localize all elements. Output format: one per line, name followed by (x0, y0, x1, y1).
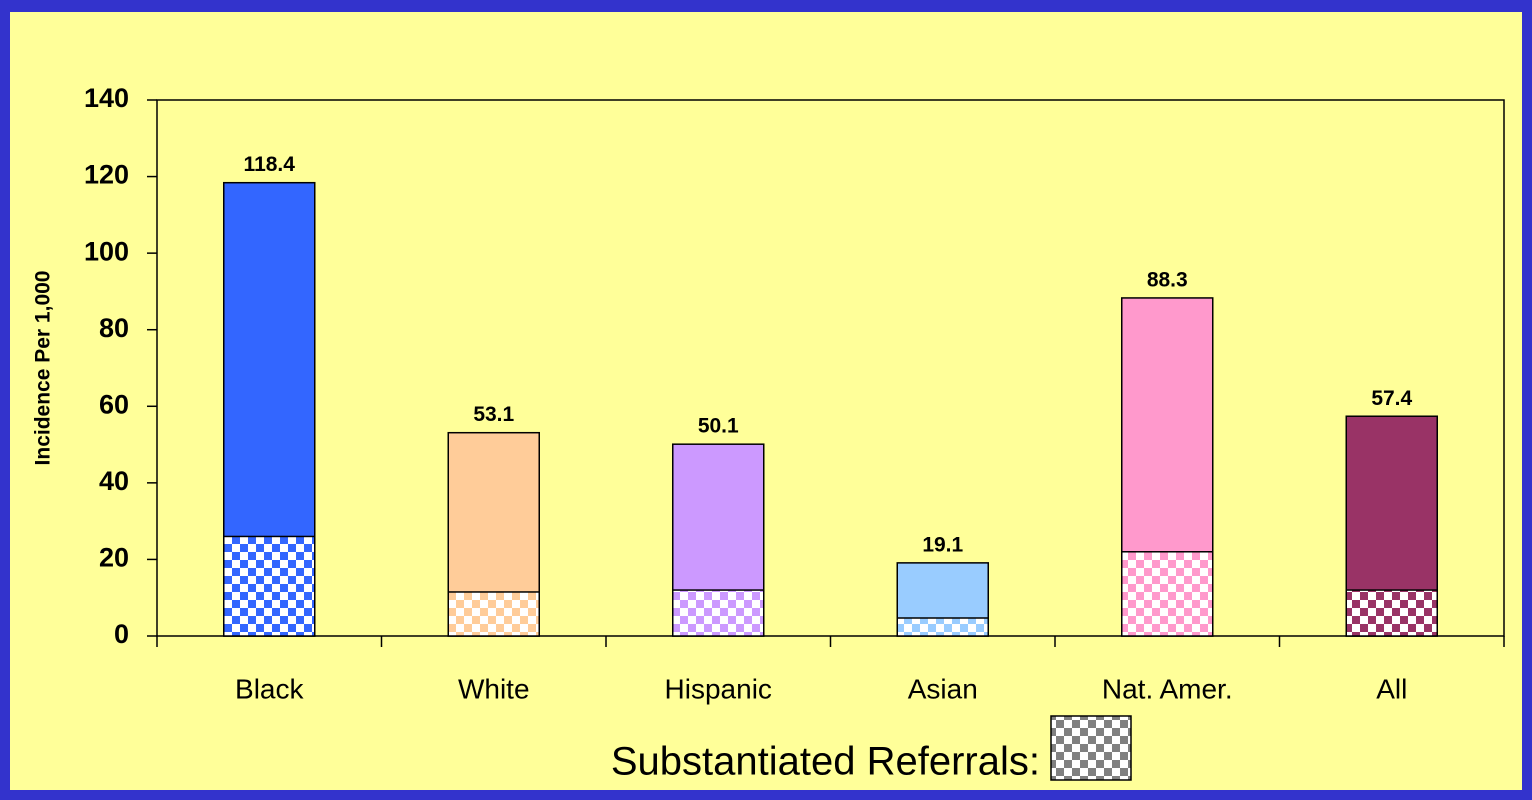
value-label: 118.4 (244, 153, 296, 176)
value-label: 50.1 (698, 415, 739, 438)
value-label: 57.4 (1371, 387, 1412, 410)
x-tick-label: Hispanic (665, 673, 772, 704)
legend-swatch (1050, 715, 1132, 781)
value-label: 88.3 (1147, 268, 1188, 291)
y-tick-label: 60 (99, 389, 129, 419)
x-tick-label: Asian (908, 673, 978, 704)
substantiated-bar (672, 589, 765, 637)
y-tick-label: 0 (114, 619, 129, 649)
substantiated-bar (1345, 589, 1438, 637)
y-axis-label: Incidence Per 1,000 (32, 271, 55, 466)
substantiated-bar (896, 617, 989, 637)
substantiated-bar (447, 591, 540, 637)
y-tick-label: 120 (84, 160, 129, 190)
x-tick-label: White (458, 673, 530, 704)
y-tick-label: 140 (84, 83, 129, 113)
legend-label: Substantiated Referrals: (611, 740, 1040, 784)
value-label: 19.1 (922, 533, 963, 556)
y-tick-label: 20 (99, 543, 129, 573)
x-tick-label: Black (235, 673, 304, 704)
y-tick-label: 80 (99, 313, 129, 343)
value-label: 53.1 (473, 403, 514, 426)
substantiated-bar (1121, 551, 1214, 637)
x-tick-label: All (1376, 673, 1407, 704)
y-tick-label: 100 (84, 236, 129, 266)
substantiated-bar (223, 535, 316, 637)
x-tick-label: Nat. Amer. (1102, 673, 1233, 704)
y-tick-label: 40 (99, 466, 129, 496)
